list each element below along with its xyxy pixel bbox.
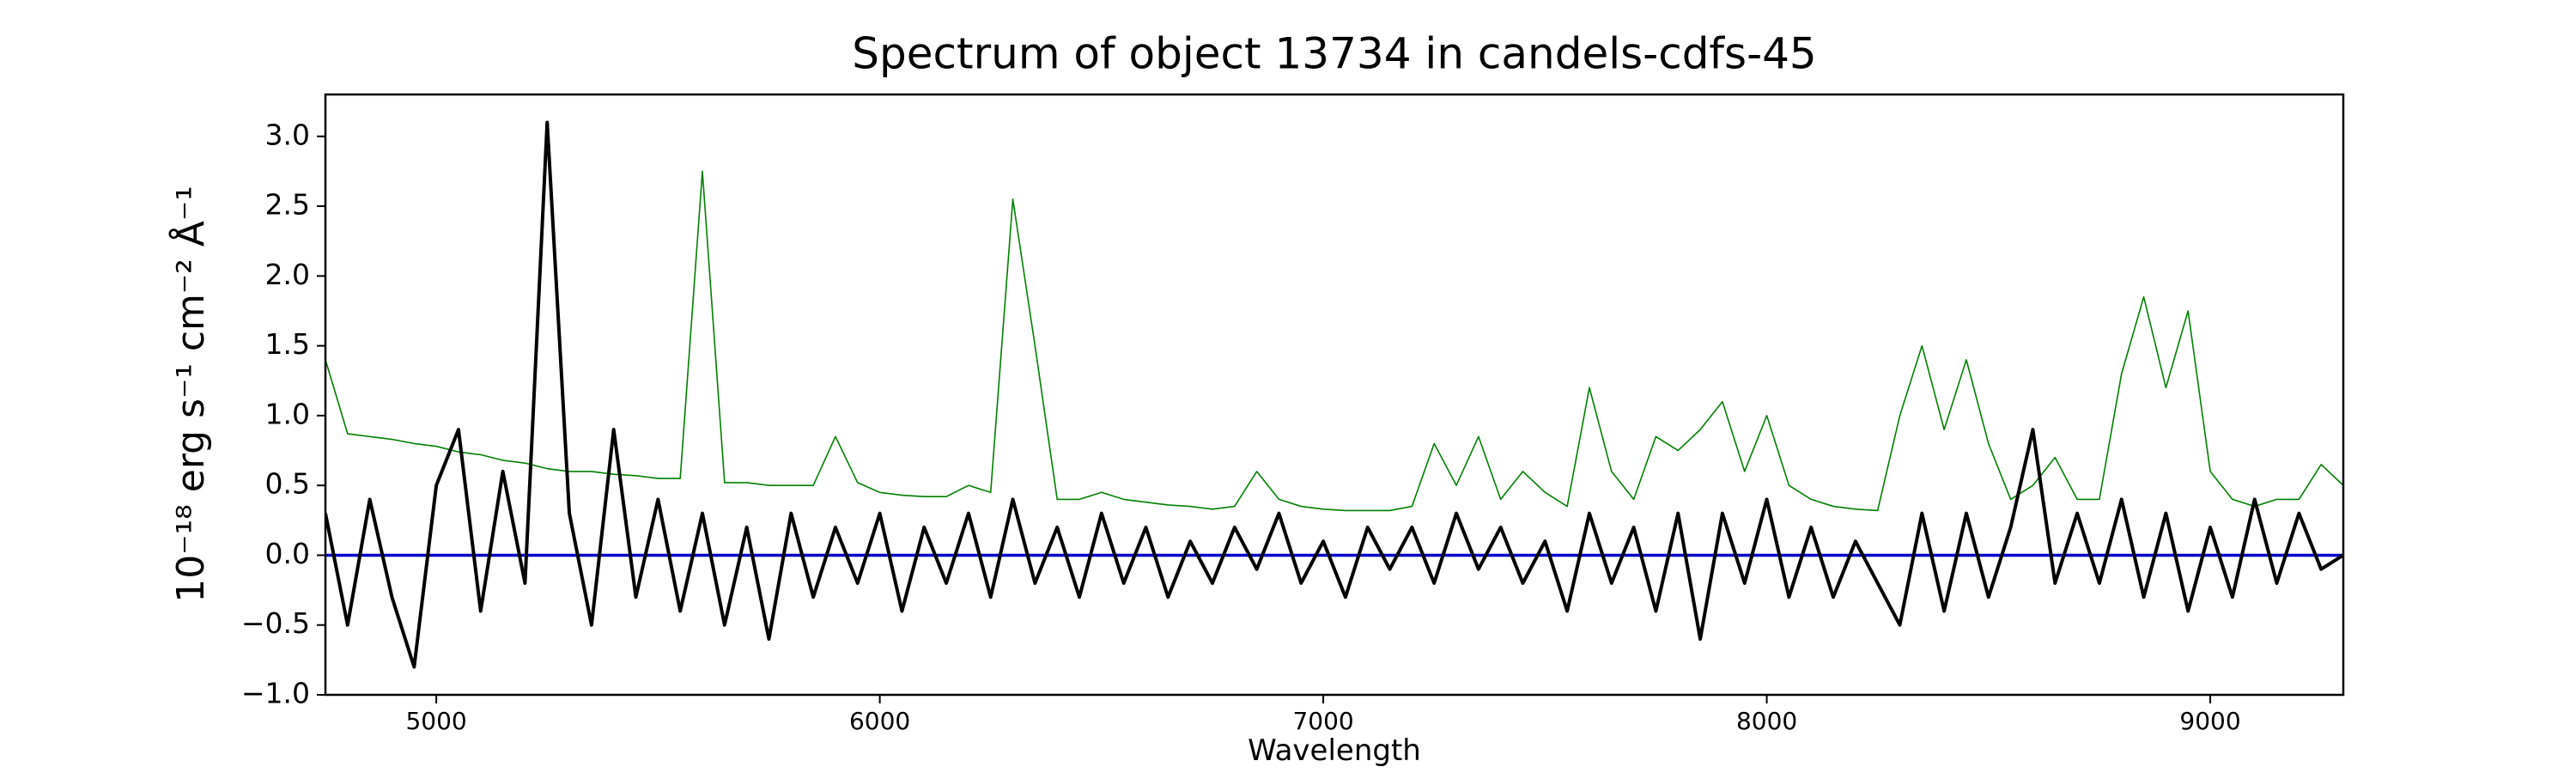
y-tick-label: 3.0 — [265, 118, 310, 151]
x-tick-label: 9000 — [2179, 707, 2240, 735]
x-tick-label: 5000 — [405, 707, 466, 735]
x-tick-label: 7000 — [1292, 707, 1353, 735]
y-tick-label: 0.5 — [265, 467, 310, 501]
plot-area — [325, 120, 2343, 669]
chart-title: Spectrum of object 13734 in candels-cdfs… — [852, 29, 1817, 79]
y-tick-label: 1.5 — [265, 327, 310, 361]
y-tick-label: −0.5 — [241, 606, 310, 640]
spectrum-line — [325, 120, 2343, 669]
y-tick-label: 0.0 — [265, 537, 310, 570]
y-tick-label: 2.5 — [265, 188, 310, 222]
x-tick-label: 6000 — [849, 707, 910, 735]
spectrum-line — [325, 170, 2343, 512]
axes-frame — [324, 93, 2345, 697]
x-axis-label: Wavelength — [1248, 733, 1421, 768]
y-tick-label: 2.0 — [265, 258, 310, 291]
y-axis-label: 10⁻¹⁸ erg s⁻¹ cm⁻² Å⁻¹ — [167, 186, 213, 602]
y-tick-label: −1.0 — [241, 677, 310, 710]
y-tick-label: 1.0 — [265, 397, 310, 430]
x-tick-label: 8000 — [1736, 707, 1797, 735]
